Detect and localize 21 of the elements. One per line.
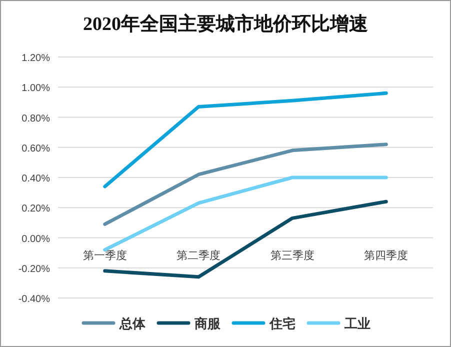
x-tick-label: 第三季度	[270, 248, 314, 262]
legend-label: 总体	[118, 316, 146, 331]
legend-label: 工业	[344, 316, 370, 331]
legend-label: 住宅	[268, 316, 296, 331]
line-series	[103, 91, 388, 188]
line-series	[103, 142, 388, 226]
x-tick-label: 第四季度	[364, 248, 408, 262]
x-tick-label: 第一季度	[82, 248, 127, 262]
y-tick-label: 0.00%	[22, 234, 50, 245]
y-tick-label: 0.20%	[22, 204, 50, 215]
legend-label: 商服	[194, 316, 222, 331]
y-tick-label: 0.60%	[22, 143, 50, 154]
y-tick-label: 0.40%	[22, 174, 50, 184]
y-tick-label: -0.40%	[18, 294, 50, 305]
chart-title: 2020年全国主要城市地价环比增速	[83, 13, 368, 35]
y-tick-label: 1.00%	[22, 83, 50, 94]
y-tick-label: -0.20%	[18, 264, 50, 275]
y-tick-label: 1.20%	[22, 53, 50, 64]
line-series	[103, 200, 388, 279]
y-tick-label: 0.80%	[22, 113, 50, 124]
x-tick-label: 第二季度	[176, 248, 221, 262]
